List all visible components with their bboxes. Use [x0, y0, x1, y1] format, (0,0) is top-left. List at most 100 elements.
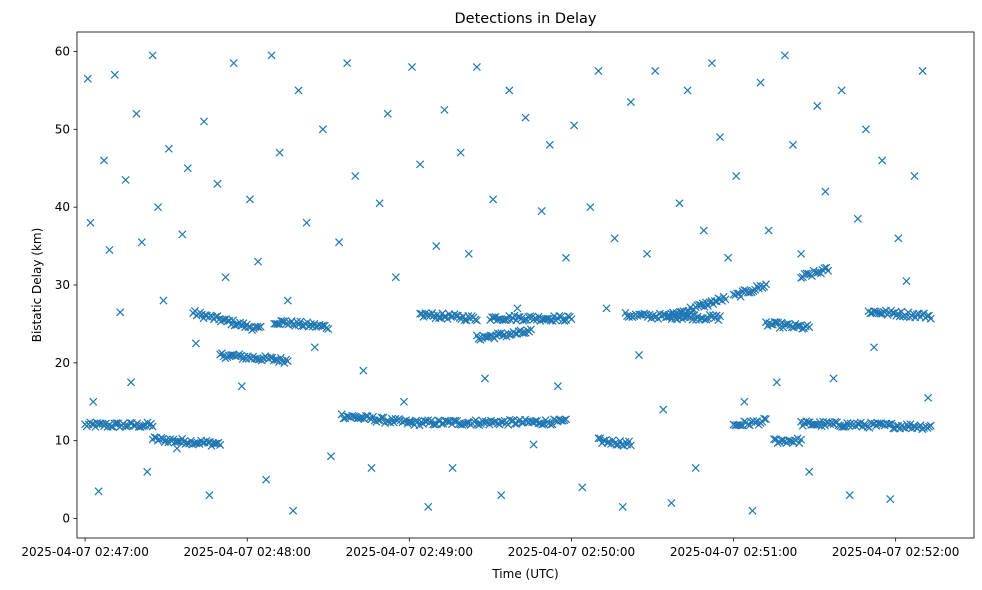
data-point-stroke: [498, 316, 507, 325]
data-point: [253, 322, 262, 331]
data-point: [761, 415, 770, 424]
data-point: [918, 66, 927, 75]
data-point-stroke: [659, 405, 668, 414]
data-point-stroke: [797, 435, 806, 444]
data-point-stroke: [570, 121, 579, 130]
data-point-stroke: [172, 437, 181, 446]
data-point-stroke: [361, 411, 371, 420]
data-point-stroke: [377, 413, 386, 422]
data-point-stroke: [278, 317, 287, 326]
data-point-stroke: [875, 419, 884, 428]
data-point: [910, 171, 919, 181]
data-point: [824, 266, 833, 275]
data-point-stroke: [702, 298, 711, 307]
data-point-stroke: [491, 312, 500, 321]
data-point-stroke: [812, 420, 821, 429]
data-point-stroke: [159, 434, 168, 443]
data-point-stroke: [178, 230, 187, 239]
data-point: [878, 156, 887, 165]
data-point-stroke: [289, 506, 298, 515]
data-point-stroke: [707, 59, 716, 68]
data-point-stroke: [797, 249, 806, 258]
data-point: [675, 199, 684, 208]
data-point: [870, 343, 879, 352]
data-point: [121, 175, 130, 184]
data-point-stroke: [777, 318, 786, 327]
data-point: [116, 308, 125, 317]
data-point-stroke: [318, 125, 327, 134]
data-point: [537, 207, 546, 216]
data-point-stroke: [556, 416, 565, 425]
data-point-stroke: [780, 51, 789, 60]
data-point: [94, 487, 103, 496]
data-point-stroke: [407, 63, 417, 72]
data-point-stroke: [374, 416, 383, 425]
data-point: [659, 405, 668, 414]
data-point: [267, 51, 276, 60]
axis-ticks: 0 10 20 30 40 50 60 2025-04-07 02:47:00 2025-04-…: [21, 44, 959, 559]
data-point: [505, 86, 514, 95]
data-point-stroke: [229, 59, 238, 68]
data-point-stroke: [349, 412, 358, 421]
data-point: [213, 179, 222, 188]
data-point: [861, 125, 870, 134]
data-point-stroke: [221, 273, 230, 282]
data-point: [693, 301, 702, 310]
data-point-stroke: [351, 171, 360, 181]
data-point: [430, 420, 439, 429]
data-point-stroke: [356, 414, 365, 423]
data-point-stroke: [521, 113, 530, 122]
data-point-stroke: [228, 316, 238, 325]
data-point-stroke: [894, 234, 903, 243]
data-point: [815, 418, 824, 427]
data-point-stroke: [471, 315, 480, 324]
data-point: [902, 277, 911, 286]
data-point-stroke: [594, 66, 603, 75]
data-point-stroke: [383, 109, 392, 118]
data-point-stroke: [545, 140, 554, 149]
data-point-stroke: [724, 253, 733, 262]
data-point-stroke: [235, 318, 244, 327]
data-point: [229, 59, 238, 68]
data-point-stroke: [292, 317, 301, 326]
data-point-stroke: [734, 289, 743, 298]
data-point-stroke: [254, 355, 263, 364]
data-point: [560, 416, 569, 425]
data-point: [416, 160, 425, 169]
data-point-stroke: [822, 263, 831, 272]
data-point-stroke: [871, 307, 880, 316]
data-point: [761, 280, 770, 289]
data-point-stroke: [691, 463, 700, 472]
data-point-stroke: [716, 312, 725, 321]
data-point: [159, 296, 168, 305]
data-point: [105, 245, 114, 254]
data-point: [199, 117, 209, 126]
y-tick-label: 10: [55, 434, 70, 448]
data-point-stroke: [813, 101, 822, 110]
data-point-stroke: [99, 156, 109, 165]
data-point: [926, 421, 935, 430]
data-point-stroke: [910, 171, 919, 181]
x-tick-label: 2025-04-07 02:48:00: [183, 545, 310, 559]
data-point: [683, 86, 692, 95]
data-point: [464, 249, 473, 258]
data-point-stroke: [531, 417, 540, 426]
data-point-stroke: [560, 316, 569, 325]
data-point-stroke: [734, 420, 743, 429]
data-point: [497, 491, 506, 500]
data-point-stroke: [490, 417, 499, 426]
data-point: [294, 86, 303, 95]
x-tick-label: 2025-04-07 02:49:00: [346, 545, 473, 559]
data-point-stroke: [216, 440, 225, 449]
data-point-stroke: [677, 307, 686, 317]
data-point-stroke: [802, 269, 811, 278]
data-point: [821, 187, 830, 196]
data-point: [283, 296, 292, 305]
data-point-stroke: [870, 343, 879, 352]
data-point-stroke: [303, 318, 312, 327]
data-point: [810, 420, 819, 429]
data-point-stroke: [761, 318, 770, 327]
data-point: [886, 495, 895, 504]
data-point-stroke: [262, 475, 271, 484]
